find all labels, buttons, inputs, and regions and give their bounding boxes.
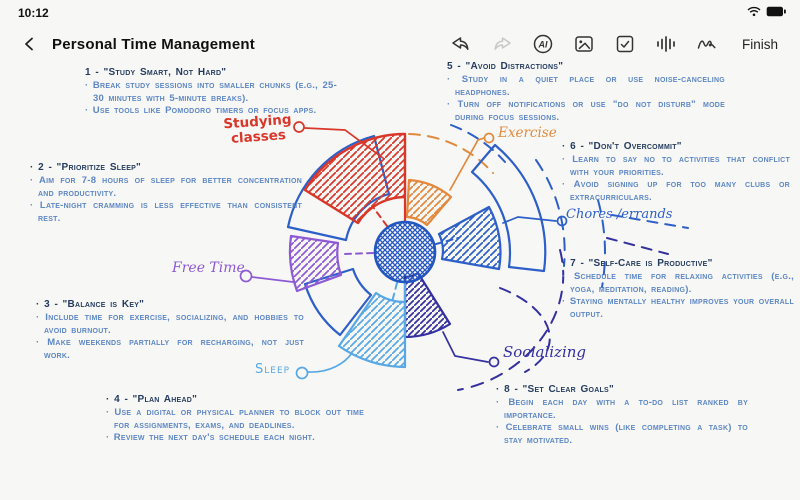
wheel-label-sleep[interactable]: Sleep — [255, 362, 291, 377]
wheel-label-socializing[interactable]: Socializing — [503, 343, 587, 361]
dashed-arc-orange — [408, 133, 494, 174]
note-heading: · 6 - "Don't Overcommit" — [562, 141, 682, 152]
wheel-label-freetime[interactable]: Free Time — [172, 260, 245, 276]
note-bullet: · Make weekends partially for recharging… — [36, 337, 304, 361]
ai-assistant-icon[interactable]: AI — [531, 32, 555, 56]
spoke-red-dashed — [372, 206, 388, 227]
connector-sleep — [295, 352, 353, 380]
wifi-icon — [747, 4, 761, 22]
dashed-arc-blue-right — [535, 159, 566, 267]
dashed-arc-navy-2 — [499, 287, 551, 373]
note-heading: 5 - "Avoid Distractions" — [447, 61, 564, 72]
connector-studying — [293, 121, 384, 159]
note-bullet: · Include time for exercise, socializing… — [36, 312, 304, 336]
note-block-6[interactable]: · 6 - "Don't Overcommit" · Learn to say … — [562, 141, 790, 204]
note-block-2[interactable]: · 2 - "Prioritize Sleep" · Aim for 7-8 h… — [30, 162, 302, 225]
dashed-line-right-2 — [606, 237, 669, 255]
note-heading: · 4 - "Plan Ahead" — [106, 394, 198, 405]
wedge-sleep — [337, 291, 407, 369]
back-button[interactable] — [22, 36, 38, 52]
dashed-arc-navy-1 — [457, 249, 565, 391]
wheel-label-exercise[interactable]: Exercise — [498, 125, 557, 141]
page-title: Personal Time Management — [52, 35, 255, 53]
note-heading: · 8 - "Set Clear Goals" — [496, 384, 614, 395]
wedge-freetime — [288, 234, 343, 293]
note-block-3[interactable]: · 3 - "Balance is Key" · Include time fo… — [36, 299, 304, 362]
note-bullet: · Avoid signing up for too many clubs or… — [562, 179, 790, 203]
spoke-purple-dashed — [344, 252, 374, 255]
svg-text:AI: AI — [537, 39, 547, 49]
connector-socializing — [442, 331, 500, 368]
connector-exercise — [449, 132, 495, 191]
wedge-studying — [303, 132, 407, 225]
pen-draw-icon[interactable] — [695, 32, 719, 56]
wedge-exercise — [405, 178, 453, 227]
note-bullet: · Staying mentally healthy improves your… — [562, 296, 794, 320]
note-bullet: · Begin each day with a to-do list ranke… — [496, 397, 748, 421]
note-heading: 1 - "Study Smart, Not Hard" — [85, 67, 227, 78]
note-block-4[interactable]: · 4 - "Plan Ahead" · Use a digital or ph… — [106, 394, 364, 445]
note-block-7[interactable]: · 7 - "Self-Care is Productive" · Schedu… — [562, 258, 794, 321]
note-block-1[interactable]: 1 - "Study Smart, Not Hard" · Break stud… — [85, 67, 337, 118]
finish-button[interactable]: Finish — [741, 36, 778, 52]
checklist-icon[interactable] — [613, 32, 637, 56]
dashed-arc-blue-far-right — [597, 199, 606, 288]
note-bullet: · Use tools like Pomodoro timers or focu… — [85, 105, 317, 116]
note-heading: · 3 - "Balance is Key" — [36, 299, 145, 310]
spoke-blue-dashed — [435, 237, 459, 245]
note-bullet: · Late-night cramming is less effective … — [30, 200, 302, 224]
wheel-label-chores[interactable]: Chores /errands — [566, 207, 673, 222]
connector-freetime — [239, 269, 294, 283]
status-bar: 10:12 — [0, 0, 800, 24]
time-wheel-sketch — [239, 121, 689, 391]
dashed-arc-blue-top — [450, 124, 506, 163]
note-bullet: · Learn to say no to activities that con… — [562, 154, 790, 178]
status-icons — [747, 4, 786, 22]
toolbar: AI Finish — [449, 32, 778, 56]
wedge-chores — [437, 205, 502, 271]
dashed-line-right-1 — [611, 214, 689, 229]
note-bullet: · Celebrate small wins (like completing … — [496, 422, 748, 446]
header-bar: Personal Time Management AI Finish — [0, 24, 800, 64]
clock: 10:12 — [18, 6, 49, 20]
insert-image-icon[interactable] — [572, 32, 596, 56]
note-block-5[interactable]: 5 - "Avoid Distractions" · Study in a qu… — [447, 61, 725, 124]
note-bullet: · Use a digital or physical planner to b… — [106, 407, 364, 431]
wheel-hub — [373, 220, 437, 284]
note-bullet: · Study in a quiet place or use noise-ca… — [447, 74, 725, 98]
connector-chores — [502, 215, 568, 227]
spoke-sky-dashed — [391, 282, 398, 303]
note-bullet: · Review the next day's schedule each ni… — [106, 432, 316, 443]
redo-icon[interactable] — [490, 32, 514, 56]
undo-icon[interactable] — [449, 32, 473, 56]
note-heading: · 2 - "Prioritize Sleep" — [30, 162, 142, 173]
note-bullet: · Schedule time for relaxing activities … — [562, 271, 794, 295]
note-bullet: · Turn off notifications or use "do not … — [447, 99, 725, 123]
audio-record-icon[interactable] — [654, 32, 678, 56]
note-bullet: · Aim for 7-8 hours of sleep for better … — [30, 175, 302, 199]
battery-icon — [766, 4, 786, 22]
outline-sector-right — [470, 143, 547, 273]
note-heading: · 7 - "Self-Care is Productive" — [562, 258, 713, 269]
note-bullet: · Break study sessions into smaller chun… — [85, 80, 337, 104]
note-block-8[interactable]: · 8 - "Set Clear Goals" · Begin each day… — [496, 384, 748, 447]
wedge-socializing — [403, 271, 452, 339]
